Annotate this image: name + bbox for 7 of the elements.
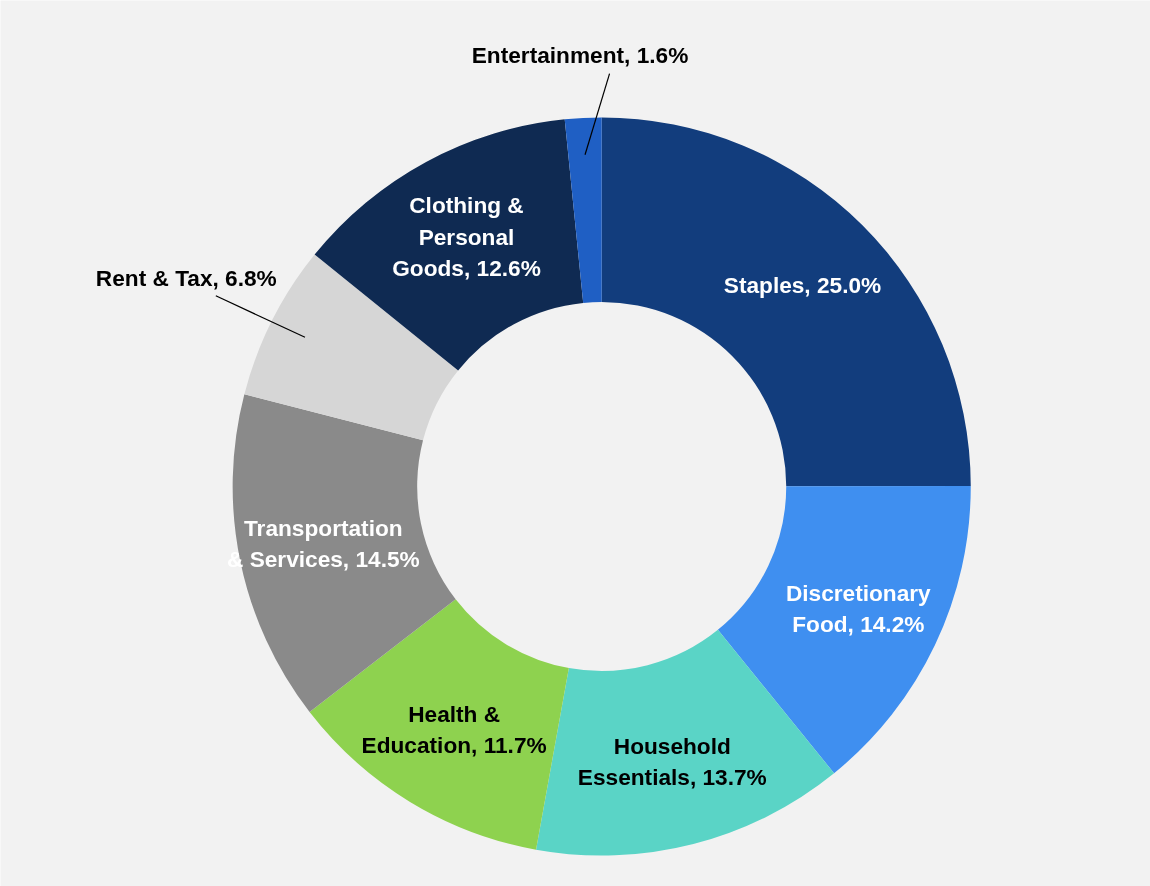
- slice-label: Staples, 25.0%: [723, 272, 882, 299]
- slice-label: Health & Education, 11.7%: [361, 700, 547, 758]
- slice-label: Clothing & Personal Goods, 12.6%: [392, 192, 541, 281]
- slice-label: Discretionary Food, 14.2%: [785, 579, 932, 638]
- slice-label: Entertainment, 1.6%: [471, 42, 689, 69]
- slice-label: Household Essentials, 13.7%: [577, 733, 767, 791]
- slice-label: Rent & Tax, 6.8%: [95, 264, 277, 291]
